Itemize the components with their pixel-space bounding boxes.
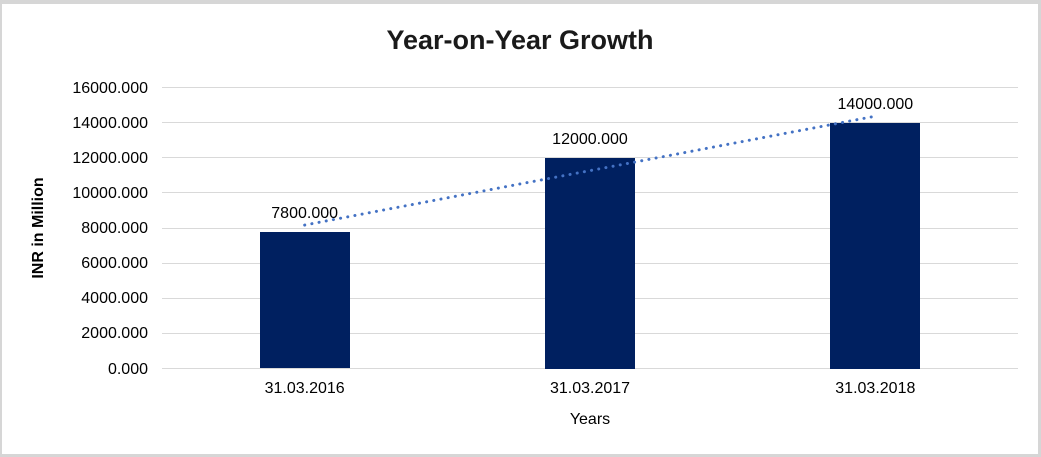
plot-area: 0.000 2000.000 4000.000 6000.000 8000.000 100… <box>2 4 1038 454</box>
bar[interactable] <box>830 122 921 369</box>
gridline <box>162 87 1018 88</box>
bar-value-label: 7800.000 <box>271 204 339 222</box>
bar-value-label: 14000.000 <box>837 95 914 113</box>
y-axis-tick-label: 14000.000 <box>72 114 148 132</box>
bar[interactable] <box>545 157 635 369</box>
bar[interactable] <box>259 231 350 369</box>
x-axis-tick-label: 31.03.2017 <box>549 379 631 397</box>
y-axis-tick-label: 16000.000 <box>72 79 148 97</box>
x-axis-title: Years <box>569 411 611 428</box>
x-axis-tick-label: 31.03.2018 <box>835 379 916 397</box>
x-axis-tick-label: 31.03.2016 <box>264 379 345 397</box>
chart-title: Year-on-Year Growth <box>386 25 654 55</box>
y-axis-tick-label: 0.000 <box>107 360 148 378</box>
y-axis-tick-label: 2000.000 <box>81 325 148 343</box>
y-axis-tick-label: 8000.000 <box>81 220 148 237</box>
bar-value-label: 12000.000 <box>552 130 628 148</box>
y-axis-tick-label: 6000.000 <box>81 255 148 273</box>
y-axis-tick-label: 4000.000 <box>81 290 148 308</box>
y-axis-tick-label: 10000.000 <box>72 184 148 202</box>
y-axis-tick-label: 12000.000 <box>72 149 148 167</box>
gridline <box>162 368 1018 369</box>
